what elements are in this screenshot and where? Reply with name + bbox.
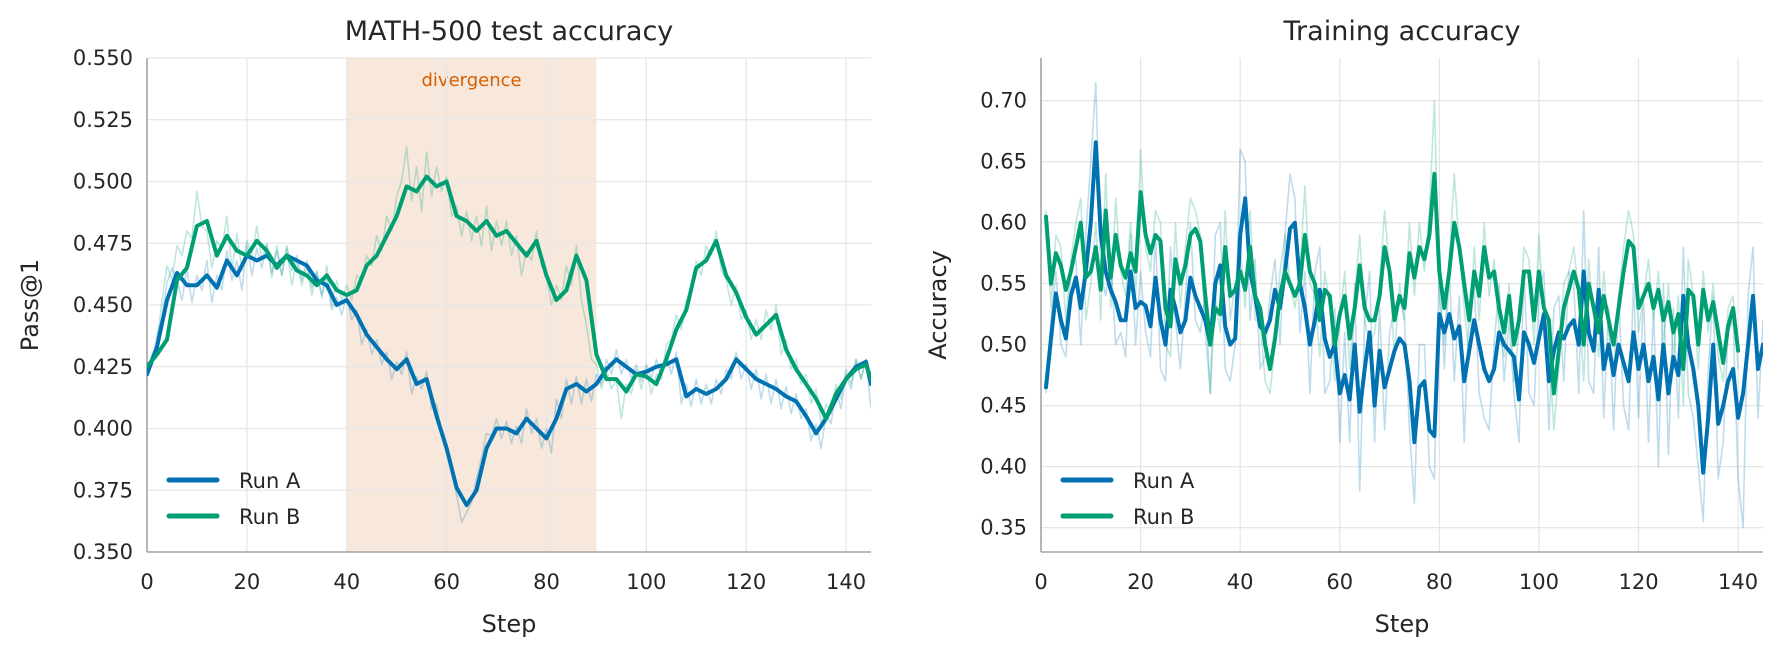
y-tick-label: 0.60 xyxy=(980,211,1027,235)
y-tick-label: 0.425 xyxy=(73,355,133,379)
legend-label: Run B xyxy=(1133,505,1194,529)
x-tick-label: 100 xyxy=(626,570,666,594)
y-tick-label: 0.65 xyxy=(980,150,1027,174)
x-tick-label: 100 xyxy=(1519,570,1559,594)
y-tick-label: 0.525 xyxy=(73,108,133,132)
series-line-run-a xyxy=(1044,140,1763,475)
x-axis-label: Step xyxy=(1375,610,1430,638)
y-tick-label: 0.375 xyxy=(73,478,133,502)
x-tick-label: 120 xyxy=(726,570,766,594)
y-tick-label: 0.400 xyxy=(73,417,133,441)
legend: Run A Run B xyxy=(1060,469,1195,529)
chart-title: MATH-500 test accuracy xyxy=(345,16,674,47)
y-tick-label: 0.50 xyxy=(980,333,1027,357)
x-tick-label: 60 xyxy=(1326,570,1353,594)
x-tick-label: 140 xyxy=(1718,570,1758,594)
series-line-run-b xyxy=(147,174,871,421)
x-tick-label: 40 xyxy=(333,570,360,594)
y-tick-label: 0.40 xyxy=(980,455,1027,479)
x-tick-label: 80 xyxy=(1426,570,1453,594)
chart-panel-2: 0 20 40 60 80 100 120 140 0.35 0.40 0.45 0.50 0.55 0.… xyxy=(924,16,1763,638)
legend: Run A Run B xyxy=(166,469,301,529)
plot-area xyxy=(1044,81,1763,529)
y-tick-label: 0.475 xyxy=(73,231,133,255)
chart-title: Training accuracy xyxy=(1283,16,1521,47)
x-tick-label: 80 xyxy=(533,570,560,594)
divergence-label: divergence xyxy=(421,70,521,91)
y-tick-label: 0.55 xyxy=(980,272,1027,296)
legend-label: Run A xyxy=(1133,469,1195,493)
x-tick-label: 0 xyxy=(1034,570,1047,594)
y-tick-label: 0.350 xyxy=(73,540,133,564)
legend-label: Run A xyxy=(239,469,301,493)
x-axis-label: Step xyxy=(482,610,537,638)
x-tick-label: 60 xyxy=(433,570,460,594)
y-tick-label: 0.550 xyxy=(73,46,133,70)
legend-label: Run B xyxy=(239,505,300,529)
x-tick-label: 40 xyxy=(1227,570,1254,594)
y-axis-label: Accuracy xyxy=(924,250,952,360)
y-tick-label: 0.500 xyxy=(73,170,133,194)
y-tick-label: 0.70 xyxy=(980,89,1027,113)
series-line-run-b xyxy=(1044,171,1741,396)
x-tick-label: 20 xyxy=(233,570,260,594)
y-tick-label: 0.35 xyxy=(980,516,1027,540)
x-tick-label: 140 xyxy=(826,570,866,594)
x-tick-label: 0 xyxy=(140,570,153,594)
x-tick-label: 20 xyxy=(1127,570,1154,594)
y-tick-label: 0.45 xyxy=(980,394,1027,418)
chart-panel-1: divergence 0 20 40 60 80 100 120 140 0.350 0.375 0.… xyxy=(16,16,871,638)
plot-area xyxy=(147,146,871,524)
y-tick-label: 0.450 xyxy=(73,293,133,317)
y-axis-label: Pass@1 xyxy=(16,259,44,351)
x-tick-label: 120 xyxy=(1618,570,1658,594)
